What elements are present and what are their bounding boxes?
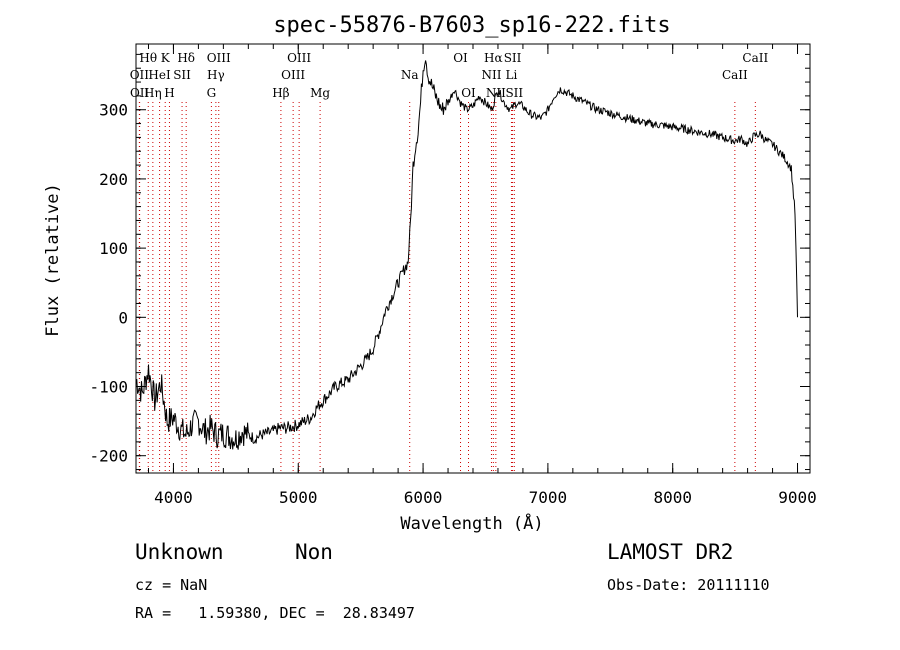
line-label-li: Li xyxy=(506,68,518,82)
redshift-text: cz = NaN xyxy=(135,576,208,594)
survey-label: LAMOST DR2 xyxy=(607,540,734,564)
line-label-na: Na xyxy=(401,68,419,82)
y-tick-label: 0 xyxy=(118,308,128,327)
spectrum-series-line xyxy=(135,60,798,450)
spectral-line-markers xyxy=(138,102,756,473)
y-axis-label: Flux (relative) xyxy=(43,183,63,337)
line-label-oi: OI xyxy=(461,86,476,100)
line-label-oiii: OIII xyxy=(287,51,311,65)
line-label-sii: SII xyxy=(505,86,523,100)
x-tick-label: 7000 xyxy=(529,488,568,507)
x-tick-label: 4000 xyxy=(154,488,193,507)
spectral-class-label: Unknown xyxy=(135,540,224,564)
y-tick-label: -100 xyxy=(89,378,128,397)
line-label-oii: OII xyxy=(130,68,150,82)
y-tick-label: 200 xyxy=(99,170,128,189)
obs-date-text: Obs-Date: 20111110 xyxy=(607,576,770,594)
line-label-g: G xyxy=(207,86,217,100)
line-label-oiii: OIII xyxy=(207,51,231,65)
line-label-sii: SII xyxy=(504,51,522,65)
y-axis-ticks: -200 -100 0 100 200 300 xyxy=(89,53,810,471)
line-label-h: Hθ xyxy=(139,51,157,65)
line-label-sii: SII xyxy=(173,68,191,82)
line-label-caii: CaII xyxy=(742,51,768,65)
x-tick-label: 9000 xyxy=(778,488,817,507)
x-tick-label: 8000 xyxy=(653,488,692,507)
x-axis-ticks: 4000 5000 6000 7000 8000 9000 xyxy=(147,44,817,507)
line-label-h: Hδ xyxy=(177,51,195,65)
line-label-h: Hα xyxy=(484,51,503,65)
line-label-caii: CaII xyxy=(722,68,748,82)
line-label-h: Hγ xyxy=(207,68,225,82)
plot-frame xyxy=(135,43,811,474)
line-label-mg: Mg xyxy=(310,86,330,100)
line-label-h: Hβ xyxy=(272,86,289,100)
line-label-k: K xyxy=(161,51,171,65)
line-label-oi: OI xyxy=(453,51,468,65)
coordinates-text: RA = 1.59380, DEC = 28.83497 xyxy=(135,604,415,622)
line-label-oii: OII xyxy=(130,86,150,100)
x-tick-label: 5000 xyxy=(279,488,318,507)
line-label-oiii: OIII xyxy=(281,68,305,82)
y-tick-label: -200 xyxy=(89,447,128,466)
x-tick-label: 6000 xyxy=(404,488,443,507)
spectral-subclass-label: Non xyxy=(295,540,333,564)
y-tick-label: 100 xyxy=(99,239,128,258)
line-label-nii: NII xyxy=(481,68,501,82)
line-label-h: Hη xyxy=(144,86,162,100)
line-label-hei: HeI xyxy=(148,68,171,82)
chart-title: spec-55876-B7603_sp16-222.fits xyxy=(273,13,670,38)
line-label-h: H xyxy=(164,86,174,100)
x-axis-label: Wavelength (Å) xyxy=(400,512,543,534)
y-tick-label: 300 xyxy=(99,101,128,120)
